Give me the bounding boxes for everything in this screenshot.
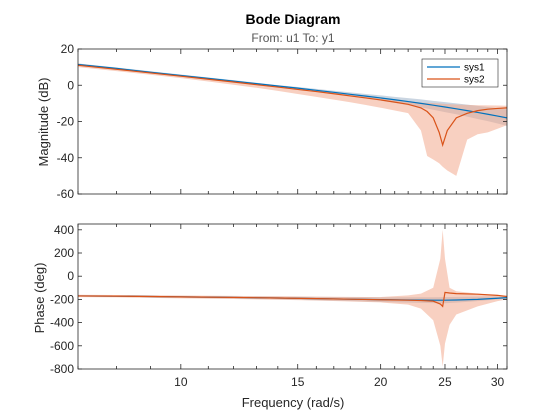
phase-y-tick-label: 200 bbox=[54, 246, 74, 260]
x-tick-label: 15 bbox=[291, 375, 305, 389]
x-tick-label: 30 bbox=[491, 375, 505, 389]
x-tick-label: 25 bbox=[438, 375, 452, 389]
x-axis-label: Frequency (rad/s) bbox=[242, 395, 345, 410]
magnitude-y-tick-label: 20 bbox=[61, 42, 75, 56]
phase-y-tick-label: 400 bbox=[54, 223, 74, 237]
phase-y-tick-label: -600 bbox=[50, 339, 74, 353]
magnitude-sys2-uncertainty-band bbox=[78, 63, 507, 176]
magnitude-sys2-line bbox=[78, 64, 507, 148]
phase-y-tick-label: -800 bbox=[50, 362, 74, 376]
magnitude-y-tick-label: -20 bbox=[57, 115, 75, 129]
x-tick-label: 10 bbox=[174, 375, 188, 389]
chart-subtitle: From: u1 To: y1 bbox=[251, 31, 334, 45]
phase-plot-area bbox=[78, 229, 507, 367]
phase-y-axis-label: Phase (deg) bbox=[32, 263, 47, 334]
phase-axes-box bbox=[77, 223, 508, 370]
magnitude-y-axis-label: Magnitude (dB) bbox=[36, 78, 51, 167]
phase-y-tick-label: -400 bbox=[50, 316, 74, 330]
phase-y-tick-label: 0 bbox=[67, 269, 74, 283]
magnitude-y-tick-label: -40 bbox=[57, 151, 75, 165]
legend-box bbox=[421, 58, 499, 88]
phase-sys2-line bbox=[78, 291, 507, 308]
legend-label-sys1: sys1 bbox=[464, 63, 485, 74]
chart-title: Bode Diagram bbox=[246, 11, 341, 27]
phase-panel: 400 200 0 -200 -400 -600 -800 10 15 20 25 30 bbox=[50, 223, 508, 389]
magnitude-sys1-line bbox=[78, 63, 507, 119]
x-tick-label: 20 bbox=[374, 375, 388, 389]
legend-label-sys2: sys2 bbox=[464, 75, 485, 86]
magnitude-y-tick-label: -60 bbox=[57, 187, 75, 201]
magnitude-y-tick-label: 0 bbox=[67, 78, 74, 92]
phase-y-tick-label: -200 bbox=[50, 292, 74, 306]
magnitude-plot-area bbox=[78, 63, 507, 176]
